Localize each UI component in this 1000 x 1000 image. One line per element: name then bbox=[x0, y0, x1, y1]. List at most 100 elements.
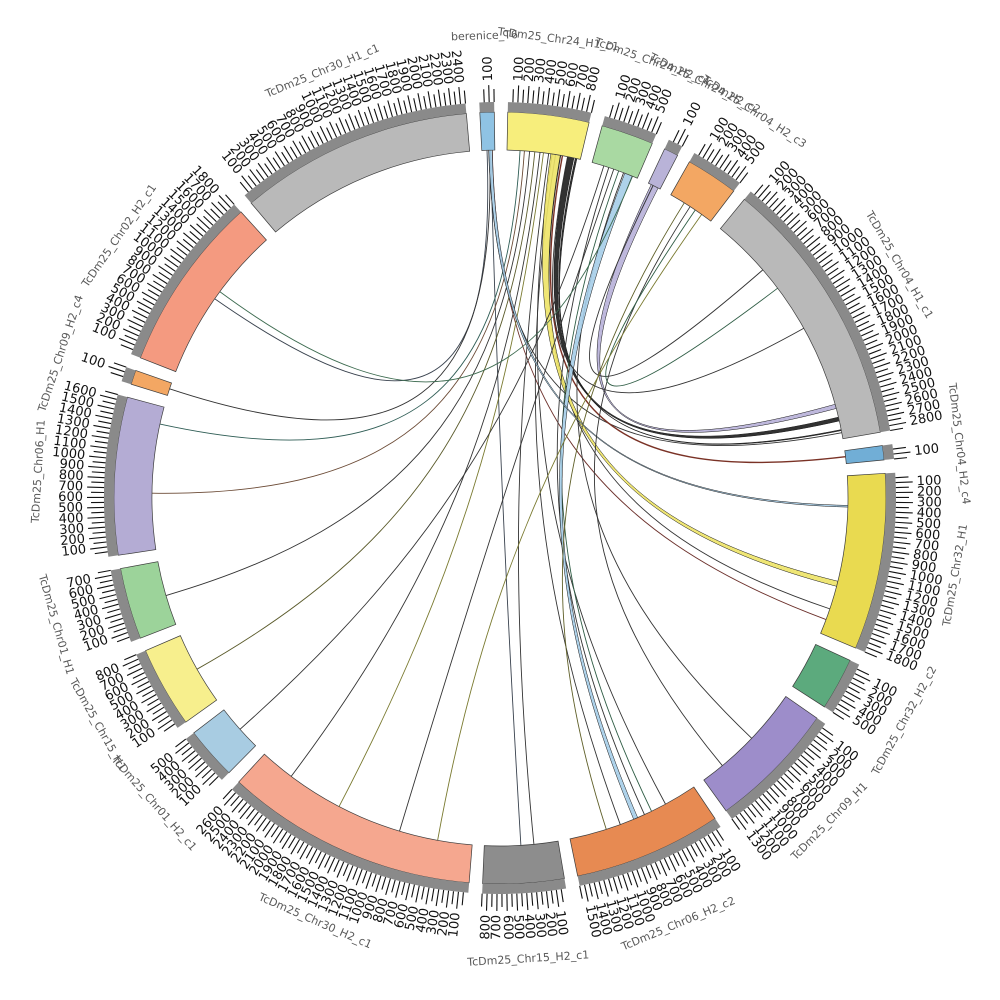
tick bbox=[308, 848, 318, 865]
tick bbox=[290, 839, 300, 855]
tick bbox=[131, 676, 148, 686]
tick bbox=[105, 390, 118, 396]
tick-label: 200 bbox=[78, 623, 106, 645]
tick bbox=[342, 863, 349, 877]
segment-TcDm25_Chr06_H1 bbox=[113, 396, 165, 556]
segment-TcDm25_Chr15_H1 bbox=[145, 635, 218, 723]
tick bbox=[393, 102, 398, 116]
tick bbox=[480, 893, 483, 907]
tick bbox=[122, 658, 139, 667]
tick bbox=[892, 546, 906, 550]
tick bbox=[706, 149, 715, 161]
tick bbox=[609, 104, 614, 118]
tick bbox=[641, 112, 650, 129]
tick bbox=[861, 330, 874, 337]
tick bbox=[536, 892, 539, 910]
tick bbox=[231, 798, 244, 813]
tick bbox=[247, 175, 257, 187]
tick bbox=[448, 88, 452, 106]
segment-TcDm25_Chr30_H2_c1 bbox=[238, 753, 473, 884]
tick-label: 2000 bbox=[403, 55, 424, 90]
tick bbox=[884, 590, 902, 596]
tick bbox=[895, 481, 913, 484]
segment-TcDm25_Chr24_H2_c2 bbox=[647, 148, 679, 190]
tick bbox=[645, 865, 652, 879]
tick bbox=[188, 757, 202, 770]
tick bbox=[272, 157, 281, 169]
tick bbox=[110, 372, 124, 378]
tick bbox=[288, 836, 296, 849]
tick bbox=[381, 876, 387, 890]
tick bbox=[147, 698, 159, 706]
tick bbox=[307, 136, 315, 149]
tick-label: 600 bbox=[67, 582, 95, 602]
tick-label: 700 bbox=[58, 479, 83, 495]
tick bbox=[803, 234, 814, 245]
tick bbox=[142, 298, 155, 306]
tick bbox=[189, 224, 204, 237]
tick bbox=[95, 414, 113, 420]
tick bbox=[365, 872, 373, 889]
tick bbox=[305, 846, 313, 859]
link bbox=[490, 150, 522, 846]
tick bbox=[210, 208, 221, 219]
segment-strip bbox=[602, 116, 657, 144]
tick-label: 400 bbox=[72, 603, 100, 624]
tick bbox=[373, 108, 379, 122]
tick bbox=[222, 789, 233, 800]
link bbox=[556, 167, 645, 815]
segment-TcDm25_Chr01_H1 bbox=[120, 561, 177, 639]
tick bbox=[99, 594, 117, 600]
tick bbox=[137, 680, 150, 688]
tick bbox=[247, 811, 259, 826]
tick bbox=[593, 882, 599, 900]
tick bbox=[395, 881, 401, 898]
tick bbox=[225, 194, 235, 205]
segment-label: TcDm25_Chr04_H2_c4 bbox=[946, 381, 973, 505]
tick bbox=[699, 839, 707, 852]
tick bbox=[101, 603, 119, 610]
tick-label: 900 bbox=[360, 893, 382, 921]
tick bbox=[314, 851, 322, 864]
tick bbox=[821, 259, 833, 268]
tick bbox=[803, 751, 815, 761]
tick bbox=[840, 287, 856, 297]
tick bbox=[807, 747, 821, 759]
tick-label: 2800 bbox=[909, 408, 944, 429]
tick bbox=[335, 123, 342, 136]
tick bbox=[146, 702, 162, 713]
tick bbox=[456, 891, 459, 909]
tick bbox=[415, 885, 420, 903]
link bbox=[605, 209, 778, 387]
tick bbox=[89, 455, 107, 459]
tick bbox=[102, 400, 116, 405]
tick bbox=[104, 598, 118, 604]
tick bbox=[894, 457, 908, 460]
tick bbox=[875, 623, 888, 629]
segment-strip bbox=[136, 650, 186, 728]
tick-label: 1500 bbox=[60, 390, 96, 412]
tick bbox=[425, 887, 430, 905]
tick bbox=[856, 668, 870, 676]
segment-label: TcDm25_Chr06_H1 bbox=[29, 419, 48, 524]
tick bbox=[104, 613, 122, 620]
tick bbox=[702, 143, 713, 159]
tick-label: 600 bbox=[915, 526, 941, 543]
tick bbox=[588, 883, 593, 897]
tick bbox=[132, 672, 145, 679]
tick bbox=[397, 97, 403, 115]
segment-label: TcDm25_Chr15_H2_c1 bbox=[466, 948, 590, 969]
tick bbox=[88, 526, 106, 529]
link bbox=[593, 206, 723, 766]
tick bbox=[703, 837, 714, 853]
tick bbox=[319, 125, 329, 142]
tick bbox=[151, 711, 167, 722]
tick-label: 800 bbox=[58, 468, 84, 484]
tick bbox=[859, 323, 875, 332]
tick bbox=[255, 817, 267, 832]
segment-strip bbox=[577, 818, 721, 886]
tick-label: 100 bbox=[681, 100, 706, 129]
tick bbox=[743, 809, 755, 824]
tick bbox=[461, 892, 464, 906]
